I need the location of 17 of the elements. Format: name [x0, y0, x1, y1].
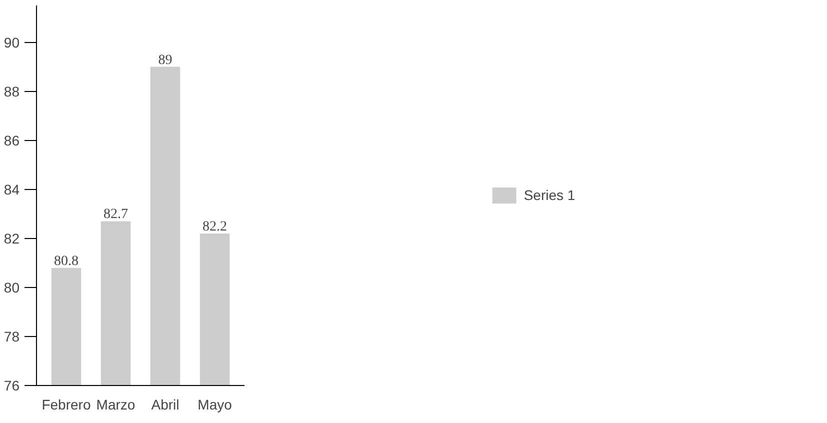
x-tick-label: Mayo — [198, 396, 232, 412]
data-label: 80.8 — [54, 254, 78, 269]
y-tick-label: 84 — [4, 181, 20, 198]
y-tick-label: 78 — [4, 328, 20, 344]
y-tick-label: 88 — [4, 83, 20, 100]
y-tick-label: 90 — [4, 34, 20, 50]
x-tick-label: Abril — [151, 396, 180, 412]
x-tick-label: Marzo — [96, 396, 136, 412]
data-label: 82.2 — [202, 220, 228, 234]
x-tick-label: Febrero — [42, 396, 91, 412]
y-tick-label: 76 — [4, 378, 20, 394]
y-tick-label: 82 — [4, 230, 20, 246]
legend-label: Series 1 — [524, 187, 576, 203]
y-tick-label: 80 — [4, 279, 20, 296]
y-tick-label: 86 — [4, 132, 20, 148]
data-label: 82.7 — [103, 207, 128, 222]
data-label: 89 — [158, 52, 172, 68]
